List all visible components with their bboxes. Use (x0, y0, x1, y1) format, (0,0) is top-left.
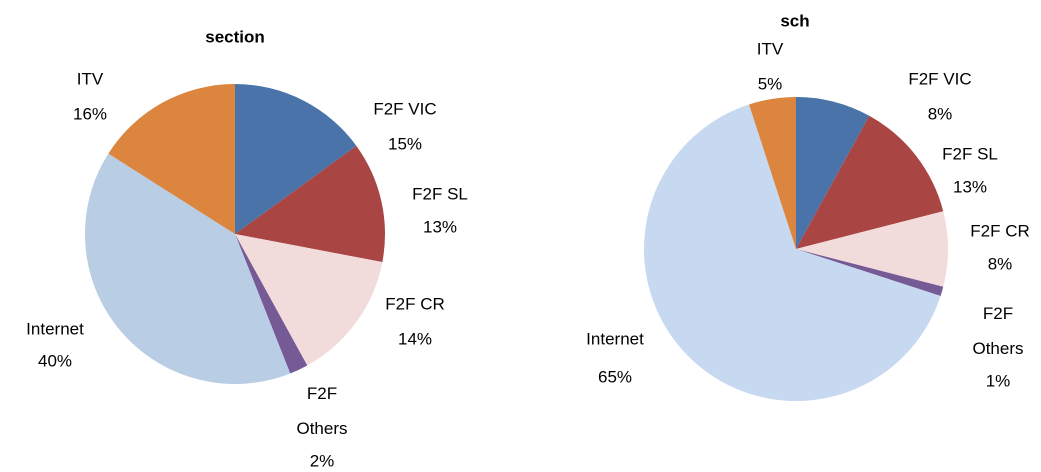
slice-value-label: 8% (928, 104, 953, 123)
pie-slice (108, 84, 235, 234)
pie-slice (796, 249, 944, 296)
slice-value-label: 13% (423, 217, 457, 236)
slice-value-label: 14% (398, 329, 432, 348)
slice-value-label: 2% (310, 451, 335, 470)
slice-value-label: 13% (953, 177, 987, 196)
slice-label: F2F VIC (908, 69, 971, 88)
slice-label: ITV (77, 69, 104, 88)
slice-label: F2F CR (970, 221, 1030, 240)
pie-slice (85, 153, 291, 384)
slice-label: F2F SL (412, 184, 468, 203)
slice-label: F2F SL (942, 144, 998, 163)
pie-slice (796, 115, 944, 249)
slice-label: Internet (586, 329, 644, 348)
slice-label: F2F Others (972, 304, 1023, 358)
pie-slice (235, 234, 383, 366)
slice-value-label: 65% (598, 367, 632, 386)
slice-label: F2F Others (296, 384, 347, 438)
chart-title: sch (780, 11, 809, 30)
slice-label: ITV (757, 39, 784, 58)
chart-title: section (205, 27, 265, 46)
pie-slice (235, 145, 385, 263)
pie-slice (796, 211, 949, 287)
slice-label: F2F VIC (373, 99, 436, 118)
pie-slice (235, 234, 308, 374)
slice-label: Internet (26, 319, 84, 338)
pie-slice (644, 104, 941, 402)
pie-slice (235, 84, 357, 234)
pie-slice (749, 97, 796, 249)
slice-value-label: 16% (73, 104, 107, 123)
slice-value-label: 8% (988, 254, 1013, 273)
slice-label: F2F CR (385, 294, 445, 313)
pie-slice (796, 97, 870, 249)
slice-value-label: 5% (758, 74, 783, 93)
slice-value-label: 40% (38, 351, 72, 370)
slice-value-label: 1% (986, 371, 1011, 390)
slice-value-label: 15% (388, 134, 422, 153)
